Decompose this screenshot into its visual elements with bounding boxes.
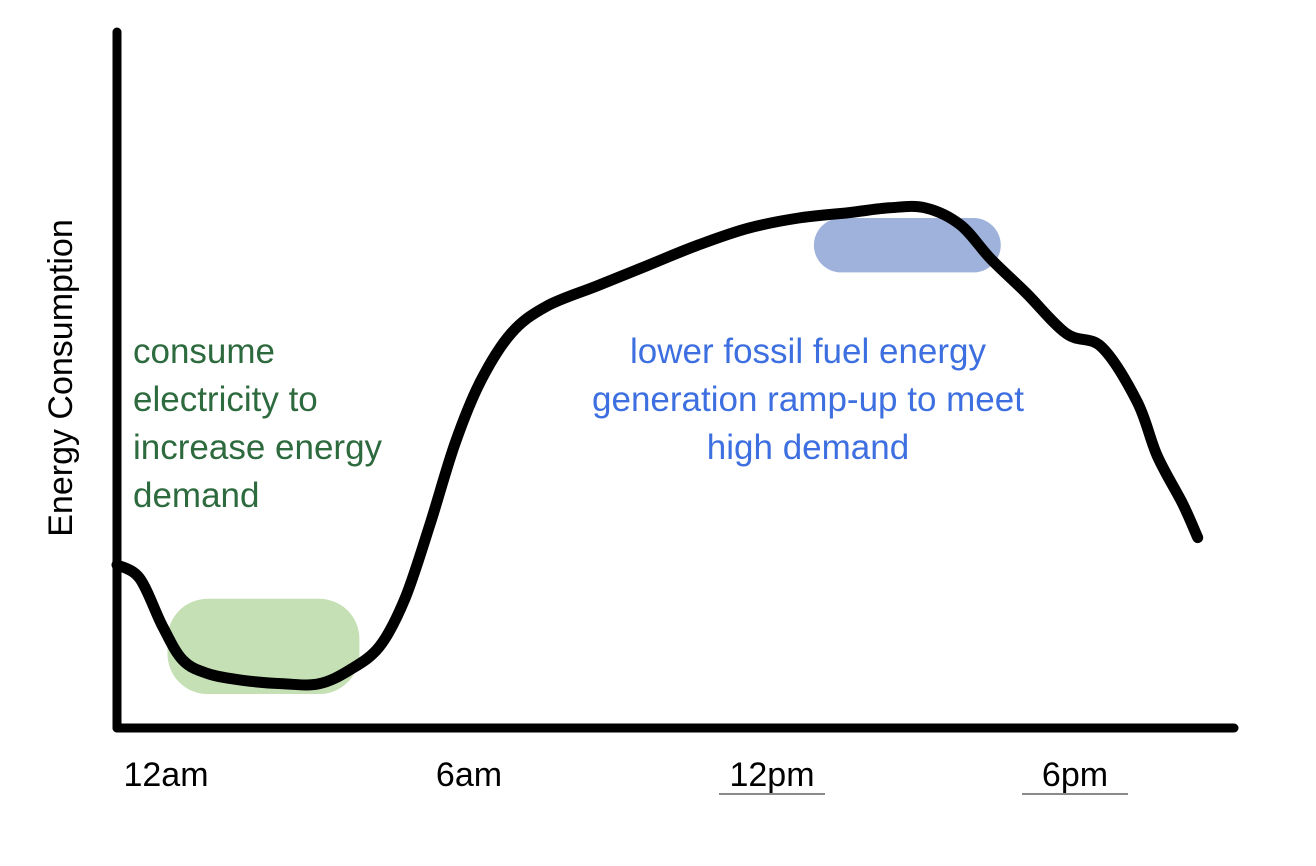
peak-demand-annotation-line: generation ramp-up to meet [592, 380, 1024, 419]
peak-demand-annotation: lower fossil fuel energy generation ramp-… [592, 332, 1024, 467]
x-tick-labels: 12am 6am 12pm 6pm [123, 756, 1128, 795]
low-demand-annotation-line: electricity to [133, 380, 318, 419]
x-tick-label-12pm: 12pm [729, 756, 814, 794]
low-demand-annotation-line: demand [133, 476, 259, 515]
y-axis-label: Energy Consumption [42, 219, 80, 537]
low-demand-annotation-line: consume [133, 332, 275, 371]
low-demand-annotation-line: increase energy [133, 428, 383, 467]
x-tick-label-6am: 6am [436, 756, 502, 794]
energy-consumption-curve [111, 200, 1204, 691]
peak-demand-annotation-line: lower fossil fuel energy [630, 332, 986, 371]
peak-demand-region [813, 218, 1001, 273]
peak-demand-annotation-line: high demand [707, 428, 909, 467]
low-demand-annotation: consume electricity to increase energy dema… [133, 332, 383, 515]
annotations: consume electricity to increase energy dema… [133, 332, 1024, 515]
x-tick-label-6pm: 6pm [1042, 756, 1108, 794]
x-tick-label-12am: 12am [123, 756, 208, 794]
